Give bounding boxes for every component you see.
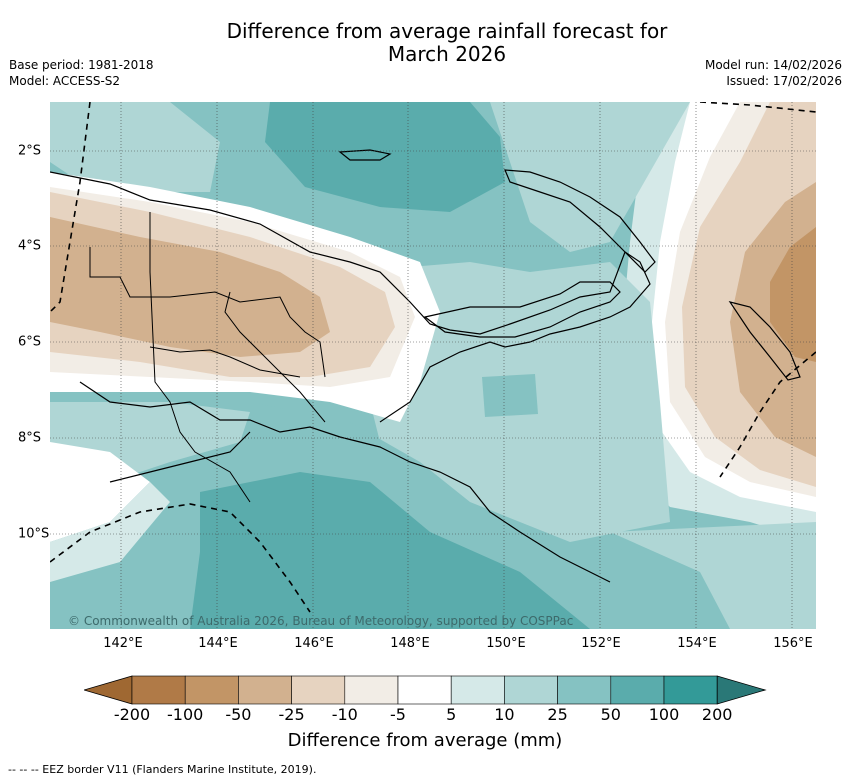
title-line-2: March 2026 bbox=[387, 42, 507, 66]
graticule bbox=[50, 102, 816, 629]
colorbar-cell-6 bbox=[450, 675, 505, 705]
lon-label-146: 146°E bbox=[294, 636, 334, 651]
lon-label-152: 152°E bbox=[581, 636, 621, 651]
map-panel bbox=[50, 102, 816, 629]
colorbar-cell-10 bbox=[663, 675, 718, 705]
anomaly-region-southwest-10b bbox=[50, 482, 170, 582]
borders bbox=[89, 212, 326, 503]
colorbar-extend-low bbox=[84, 675, 133, 705]
new-ireland-island bbox=[504, 169, 656, 273]
lat-label-2s: 2°S bbox=[18, 143, 42, 159]
province-border-1 bbox=[89, 247, 326, 378]
anomaly-region-northeast-10 bbox=[490, 102, 690, 252]
colorbar-cell-4 bbox=[344, 675, 399, 705]
lat-label-4s: 4°S bbox=[18, 238, 42, 254]
meta-left: Base period: 1981-2018 Model: ACCESS-S2 bbox=[9, 57, 154, 89]
anomaly-region-central-25 bbox=[482, 374, 538, 417]
colorbar-cell-0 bbox=[131, 675, 186, 705]
copyright-notice: © Commonwealth of Australia 2026, Bureau… bbox=[68, 614, 574, 628]
new-guinea-south-coast bbox=[79, 381, 611, 583]
anomaly-region-newguinea-m25 bbox=[50, 217, 330, 357]
issued-date: Issued: 17/02/2026 bbox=[726, 74, 842, 88]
colorbar-cell-3 bbox=[291, 675, 346, 705]
lon-label-144: 144°E bbox=[198, 636, 238, 651]
colorbar-cells bbox=[84, 675, 767, 705]
colorbar-label: Difference from average (mm) bbox=[287, 730, 563, 751]
colorbar-cell-8 bbox=[557, 675, 612, 705]
anomaly-region-south-50 bbox=[190, 472, 590, 629]
colorbar-extend-high bbox=[716, 675, 767, 705]
new-guinea-north-coast bbox=[50, 171, 651, 423]
colorbar-tick-label: 200 bbox=[701, 705, 733, 724]
lon-label-142: 142°E bbox=[103, 636, 143, 651]
colorbar-cell-2 bbox=[238, 675, 292, 705]
manus-island bbox=[338, 149, 392, 161]
model-run: Model run: 14/02/2026 bbox=[704, 58, 842, 72]
gulf-of-papua-coast bbox=[109, 431, 251, 483]
lat-label-6s: 6°S bbox=[18, 334, 42, 350]
colorbar-cell-5 bbox=[397, 675, 452, 705]
rainfall-map bbox=[50, 102, 816, 629]
eez-note: -- -- -- EEZ border V11 (Flanders Marine… bbox=[8, 763, 317, 776]
colorbar-tick-label: 100 bbox=[648, 705, 680, 724]
province-border-2 bbox=[224, 291, 326, 423]
png-indonesia-border bbox=[149, 212, 251, 503]
meta-right: Model run: 14/02/2026 Issued: 17/02/2026 bbox=[705, 57, 842, 89]
eez-borders bbox=[50, 102, 816, 613]
eez-border-west bbox=[50, 102, 91, 313]
base-period: Base period: 1981-2018 bbox=[9, 58, 154, 72]
bougainville-island bbox=[728, 301, 801, 381]
colorbar-tick-label: -10 bbox=[331, 705, 358, 724]
colorbar-tick-label: 10 bbox=[494, 705, 515, 724]
model-name: Model: ACCESS-S2 bbox=[9, 74, 121, 88]
province-border-3 bbox=[149, 346, 301, 378]
title-line-1: Difference from average rainfall forecas… bbox=[226, 19, 668, 43]
anomaly-region-northwest-10 bbox=[50, 102, 220, 192]
lon-label-156: 156°E bbox=[773, 636, 813, 651]
lat-label-10s: 10°S bbox=[18, 526, 50, 542]
lon-label-150: 150°E bbox=[486, 636, 526, 651]
colorbar-cell-9 bbox=[610, 675, 665, 705]
colorbar-tick-label: 5 bbox=[446, 705, 457, 724]
anomaly-region-southwest-5 bbox=[50, 442, 150, 542]
eez-border-east bbox=[699, 102, 816, 113]
colorbar-cell-1 bbox=[184, 675, 239, 705]
lon-label-148: 148°E bbox=[390, 636, 430, 651]
colorbar-tick-label: -5 bbox=[390, 705, 406, 724]
coastlines bbox=[50, 149, 801, 583]
eez-border-southeast bbox=[719, 351, 816, 478]
colorbar bbox=[84, 675, 767, 705]
colorbar-cell-7 bbox=[504, 675, 558, 705]
anomaly-region-east-m50 bbox=[770, 227, 816, 362]
colorbar-tick-label: -50 bbox=[225, 705, 252, 724]
chart-title: Difference from average rainfall forecas… bbox=[0, 20, 850, 66]
new-britain-island bbox=[423, 281, 621, 338]
colorbar-tick-label: 25 bbox=[547, 705, 568, 724]
colorbar-tick-label: 50 bbox=[600, 705, 621, 724]
eez-border-southwest bbox=[50, 503, 311, 613]
lat-label-8s: 8°S bbox=[18, 430, 42, 446]
anomaly-region-southeast-10 bbox=[610, 522, 816, 629]
colorbar-tick-label: -200 bbox=[113, 705, 151, 724]
colorbar-tick-label: -100 bbox=[167, 705, 204, 724]
colorbar-tick-label: -25 bbox=[278, 705, 305, 724]
lon-label-154: 154°E bbox=[677, 636, 717, 651]
